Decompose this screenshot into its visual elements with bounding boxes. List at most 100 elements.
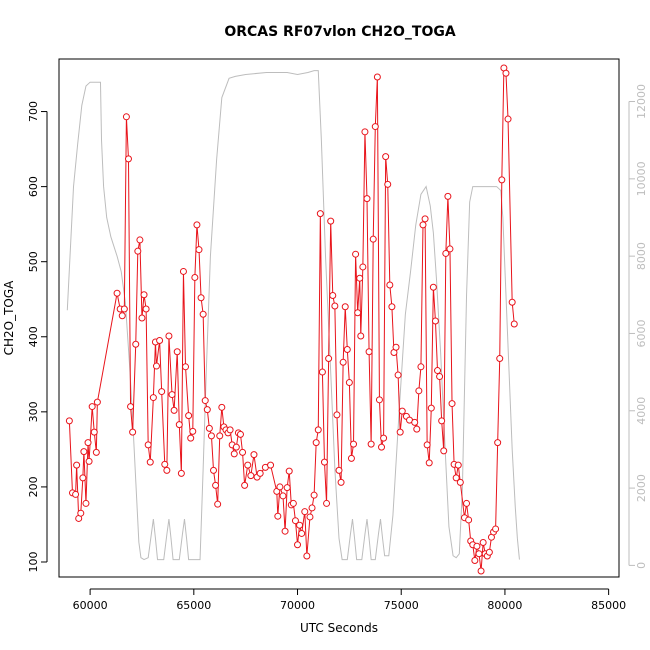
ch2o-point bbox=[504, 115, 512, 123]
ch2o-point bbox=[118, 312, 126, 320]
ch2o-point bbox=[216, 432, 224, 440]
ch2o-point bbox=[465, 516, 473, 524]
ch2o-point bbox=[179, 267, 187, 275]
ch2o-point bbox=[129, 428, 137, 436]
ch2o-point bbox=[283, 484, 291, 492]
ch2o-point bbox=[199, 310, 207, 318]
ch2o-point bbox=[203, 406, 211, 414]
ch2o-point bbox=[485, 548, 493, 556]
ch2o-point bbox=[113, 289, 121, 297]
ch2o-point bbox=[417, 363, 425, 371]
ch2o-point bbox=[236, 430, 244, 438]
ch2o-point bbox=[214, 500, 222, 508]
ch2o-point bbox=[380, 434, 388, 442]
ch2o-point bbox=[479, 538, 487, 546]
ch2o-point bbox=[375, 396, 383, 404]
ch2o-point bbox=[436, 373, 444, 381]
ch2o-point bbox=[144, 441, 152, 449]
ch2o-point bbox=[289, 499, 297, 507]
ch2o-point bbox=[502, 69, 510, 77]
ch2o-point bbox=[247, 472, 255, 480]
ch2o-point bbox=[429, 283, 437, 291]
ch2o-point bbox=[281, 527, 289, 535]
y-axis-label: CH2O_TOGA bbox=[2, 280, 16, 356]
ch2o-point bbox=[329, 291, 337, 299]
ch2o-point bbox=[230, 450, 238, 458]
y2-tick-label: 2000 bbox=[635, 474, 648, 502]
chart-title: ORCAS RF07vlon CH2O_TOGA bbox=[224, 24, 456, 40]
y-tick-label: 500 bbox=[27, 251, 40, 272]
ch2o-point bbox=[431, 317, 439, 325]
ch2o-point bbox=[442, 249, 450, 257]
ch2o-point bbox=[352, 250, 360, 258]
ch2o-point bbox=[438, 417, 446, 425]
ch2o-point bbox=[356, 274, 364, 282]
x-tick-label: 70000 bbox=[280, 599, 315, 612]
ch2o-point bbox=[498, 176, 506, 184]
ch2o-point bbox=[72, 490, 80, 498]
ch2o-point bbox=[388, 303, 396, 311]
ch2o-point bbox=[306, 513, 314, 521]
y-axis: 100 200 300 400 500 600 700 bbox=[27, 101, 48, 572]
ch2o-point bbox=[331, 302, 339, 310]
ch2o-point bbox=[77, 509, 85, 517]
ch2o-point bbox=[496, 355, 504, 363]
ch2o-point bbox=[156, 337, 164, 345]
y-tick-label: 600 bbox=[27, 176, 40, 197]
ch2o-point bbox=[357, 332, 365, 340]
ch2o-point bbox=[452, 474, 460, 482]
ch2o-point bbox=[212, 481, 220, 489]
altitude-line bbox=[66, 70, 520, 561]
ch2o-point bbox=[327, 217, 335, 225]
ch2o-point bbox=[161, 460, 169, 468]
ch2o-point bbox=[369, 235, 377, 243]
y2-tick-label: 4000 bbox=[635, 397, 648, 425]
ch2o-point bbox=[163, 466, 171, 474]
ch2o-point bbox=[80, 448, 88, 456]
ch2o-point bbox=[138, 314, 146, 322]
ch2o-series bbox=[65, 64, 518, 575]
ch2o-point bbox=[308, 504, 316, 512]
ch2o-point bbox=[316, 210, 324, 218]
y-tick-label: 400 bbox=[27, 326, 40, 347]
ch2o-point bbox=[65, 417, 73, 425]
ch2o-point bbox=[477, 567, 485, 575]
ch2o-point bbox=[241, 481, 249, 489]
ch2o-point bbox=[475, 550, 483, 558]
ch2o-point bbox=[136, 236, 144, 244]
ch2o-point bbox=[84, 439, 92, 447]
ch2o-point bbox=[301, 508, 309, 516]
ch2o-point bbox=[267, 461, 275, 469]
ch2o-point bbox=[127, 403, 135, 411]
ch2o-point bbox=[134, 247, 142, 255]
ch2o-point bbox=[448, 400, 456, 408]
ch2o-point bbox=[82, 499, 90, 507]
x-tick-label: 85000 bbox=[591, 599, 626, 612]
ch2o-point bbox=[314, 426, 322, 434]
ch2o-point bbox=[341, 303, 349, 311]
ch2o-point bbox=[165, 332, 173, 340]
ch2o-point bbox=[371, 123, 379, 131]
ch2o-point bbox=[456, 478, 464, 486]
ch2o-point bbox=[207, 432, 215, 440]
ch2o-point bbox=[168, 391, 176, 399]
ch2o-point bbox=[191, 273, 199, 281]
ch2o-point bbox=[359, 263, 367, 271]
ch2o-point bbox=[463, 499, 471, 507]
ch2o-point bbox=[350, 440, 358, 448]
ch2o-point bbox=[279, 492, 287, 500]
ch2o-point bbox=[325, 355, 333, 363]
ch2o-point bbox=[170, 406, 178, 414]
ch2o-point bbox=[291, 517, 299, 525]
ch2o-point bbox=[79, 474, 87, 482]
ch2o-point bbox=[158, 388, 166, 396]
ch2o-point bbox=[361, 128, 369, 136]
ch2o-point bbox=[434, 367, 442, 375]
ch2o-point bbox=[274, 512, 282, 520]
ch2o-point bbox=[124, 155, 132, 163]
ch2o-point bbox=[312, 439, 320, 447]
ch2o-point bbox=[195, 246, 203, 254]
ch2o-point bbox=[335, 466, 343, 474]
y2-tick-label: 8000 bbox=[635, 242, 648, 270]
